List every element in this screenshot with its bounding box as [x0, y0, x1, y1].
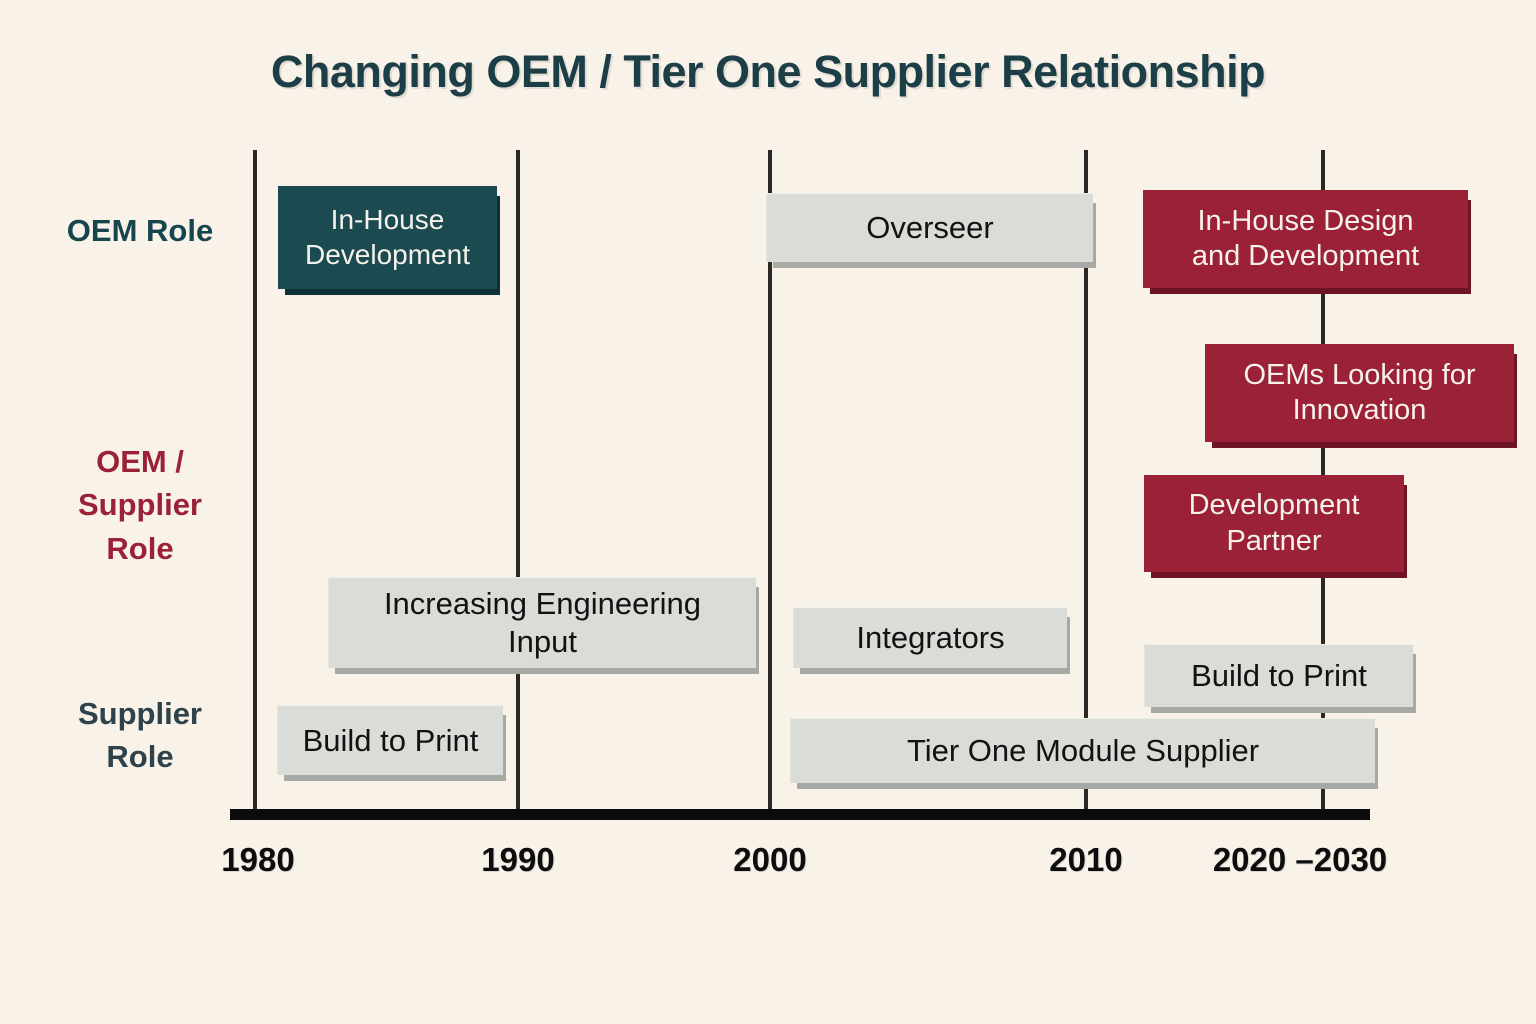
row-label-oem-supplier-role: OEM / Supplier Role — [77, 444, 202, 566]
timeline-gridline-1980 — [253, 150, 257, 820]
timeline-gridline-2000 — [768, 150, 772, 820]
box-integrators: Integrators — [793, 607, 1067, 668]
box-overseer: Overseer — [766, 193, 1093, 262]
box-build-to-print-1980s: Build to Print — [277, 705, 503, 775]
page-title: Changing OEM / Tier One Supplier Relatio… — [270, 46, 1266, 97]
tick-label-1980: 1980 — [221, 841, 295, 878]
box-in-house-design-and-development: In-House Design and Development — [1143, 190, 1468, 288]
box-increasing-engineering-input: Increasing Engineering Input — [328, 577, 756, 668]
timeline-gridline-2010 — [1084, 150, 1088, 820]
box-development-partner: Development Partner — [1144, 475, 1404, 572]
timeline-axis — [230, 809, 1370, 820]
row-label-supplier-role: Supplier Role — [77, 696, 202, 775]
box-tier-one-module-supplier: Tier One Module Supplier — [790, 718, 1375, 783]
tick-label-2020-2030: 2020 –2030 — [1212, 841, 1388, 878]
timeline-gridline-1990 — [516, 150, 520, 820]
tick-label-2000: 2000 — [733, 841, 807, 878]
tick-label-1990: 1990 — [481, 841, 555, 878]
box-build-to-print-future: Build to Print — [1144, 644, 1413, 707]
box-in-house-development: In-House Development — [278, 186, 497, 289]
row-label-oem-role: OEM Role — [66, 213, 214, 248]
tick-label-2010: 2010 — [1049, 841, 1123, 878]
box-oems-looking-for-innovation: OEMs Looking for Innovation — [1205, 344, 1514, 442]
